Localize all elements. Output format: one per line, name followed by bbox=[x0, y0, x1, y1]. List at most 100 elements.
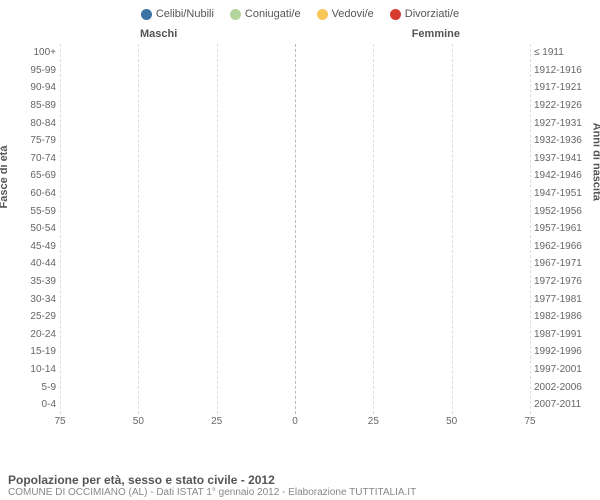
bars-container bbox=[60, 240, 530, 253]
x-tick: 50 bbox=[133, 416, 144, 427]
age-label: 35-39 bbox=[12, 276, 56, 287]
x-tick: 75 bbox=[524, 416, 535, 427]
bars-container bbox=[60, 328, 530, 341]
bars-container bbox=[60, 380, 530, 393]
age-label: 75-79 bbox=[12, 135, 56, 146]
birth-label: 1962-1966 bbox=[534, 241, 592, 252]
pyramid-row: 70-741937-1941 bbox=[60, 150, 530, 168]
birth-label: 1972-1976 bbox=[534, 276, 592, 287]
legend-item: Coniugati/e bbox=[230, 8, 301, 20]
birth-label: 1942-1946 bbox=[534, 170, 592, 181]
bars-container bbox=[60, 363, 530, 376]
footer-title: Popolazione per età, sesso e stato civil… bbox=[8, 473, 592, 487]
age-label: 40-44 bbox=[12, 258, 56, 269]
x-tick: 0 bbox=[292, 416, 298, 427]
header-female: Femmine bbox=[412, 28, 460, 40]
x-axis: 7550250255075 bbox=[60, 416, 530, 432]
legend: Celibi/Nubili Coniugati/e Vedovi/e Divorzia… bbox=[0, 0, 600, 24]
footer-subtitle: COMUNE DI OCCIMIANO (AL) - Dati ISTAT 1°… bbox=[8, 487, 592, 498]
x-tick: 75 bbox=[54, 416, 65, 427]
pyramid-row: 40-441967-1971 bbox=[60, 255, 530, 273]
bars-container bbox=[60, 116, 530, 129]
bars-container bbox=[60, 257, 530, 270]
age-label: 65-69 bbox=[12, 170, 56, 181]
pyramid-row: 60-641947-1951 bbox=[60, 185, 530, 203]
pyramid-row: 25-291982-1986 bbox=[60, 308, 530, 326]
legend-swatch bbox=[230, 9, 241, 20]
age-label: 15-19 bbox=[12, 346, 56, 357]
bars-container bbox=[60, 204, 530, 217]
age-label: 10-14 bbox=[12, 364, 56, 375]
x-tick: 50 bbox=[446, 416, 457, 427]
age-label: 60-64 bbox=[12, 188, 56, 199]
bars-container bbox=[60, 46, 530, 59]
birth-label: 1912-1916 bbox=[534, 65, 592, 76]
pyramid-row: 0-42007-2011 bbox=[60, 396, 530, 414]
pyramid-row: 80-841927-1931 bbox=[60, 114, 530, 132]
pyramid-row: 55-591952-1956 bbox=[60, 202, 530, 220]
grid-line bbox=[530, 44, 531, 414]
bars-container bbox=[60, 134, 530, 147]
bars-container bbox=[60, 187, 530, 200]
birth-label: 1957-1961 bbox=[534, 223, 592, 234]
age-label: 50-54 bbox=[12, 223, 56, 234]
chart-area: Maschi Femmine Fasce di età Anni di nasc… bbox=[0, 24, 600, 444]
bars-container bbox=[60, 99, 530, 112]
age-label: 55-59 bbox=[12, 206, 56, 217]
birth-label: 2007-2011 bbox=[534, 399, 592, 410]
birth-label: ≤ 1911 bbox=[534, 47, 592, 58]
bars-container bbox=[60, 292, 530, 305]
footer: Popolazione per età, sesso e stato civil… bbox=[8, 473, 592, 498]
birth-label: 1917-1921 bbox=[534, 82, 592, 93]
age-label: 95-99 bbox=[12, 65, 56, 76]
birth-label: 1987-1991 bbox=[534, 329, 592, 340]
birth-label: 1977-1981 bbox=[534, 294, 592, 305]
legend-label: Vedovi/e bbox=[332, 8, 374, 20]
bars-container bbox=[60, 152, 530, 165]
pyramid-row: 35-391972-1976 bbox=[60, 273, 530, 291]
age-label: 90-94 bbox=[12, 82, 56, 93]
age-label: 20-24 bbox=[12, 329, 56, 340]
pyramid-row: 75-791932-1936 bbox=[60, 132, 530, 150]
bars-container bbox=[60, 169, 530, 182]
legend-swatch bbox=[141, 9, 152, 20]
pyramid-row: 90-941917-1921 bbox=[60, 79, 530, 97]
pyramid-rows: 100+≤ 191195-991912-191690-941917-192185… bbox=[60, 44, 530, 414]
x-tick: 25 bbox=[211, 416, 222, 427]
pyramid-row: 45-491962-1966 bbox=[60, 238, 530, 256]
bars-container bbox=[60, 398, 530, 411]
pyramid-row: 65-691942-1946 bbox=[60, 167, 530, 185]
birth-label: 1982-1986 bbox=[534, 311, 592, 322]
bars-container bbox=[60, 222, 530, 235]
legend-item: Divorziati/e bbox=[390, 8, 459, 20]
age-label: 45-49 bbox=[12, 241, 56, 252]
age-label: 0-4 bbox=[12, 399, 56, 410]
legend-label: Coniugati/e bbox=[245, 8, 301, 20]
legend-item: Celibi/Nubili bbox=[141, 8, 214, 20]
legend-label: Divorziati/e bbox=[405, 8, 459, 20]
birth-label: 1927-1931 bbox=[534, 118, 592, 129]
birth-label: 1992-1996 bbox=[534, 346, 592, 357]
age-label: 100+ bbox=[12, 47, 56, 58]
legend-label: Celibi/Nubili bbox=[156, 8, 214, 20]
birth-label: 2002-2006 bbox=[534, 382, 592, 393]
bars-container bbox=[60, 81, 530, 94]
bars-container bbox=[60, 310, 530, 323]
legend-swatch bbox=[390, 9, 401, 20]
pyramid-row: 20-241987-1991 bbox=[60, 326, 530, 344]
bars-container bbox=[60, 64, 530, 77]
bars-container bbox=[60, 275, 530, 288]
x-tick: 25 bbox=[368, 416, 379, 427]
age-label: 70-74 bbox=[12, 153, 56, 164]
pyramid-row: 10-141997-2001 bbox=[60, 361, 530, 379]
birth-label: 1967-1971 bbox=[534, 258, 592, 269]
pyramid-row: 50-541957-1961 bbox=[60, 220, 530, 238]
legend-item: Vedovi/e bbox=[317, 8, 374, 20]
birth-label: 1947-1951 bbox=[534, 188, 592, 199]
age-label: 30-34 bbox=[12, 294, 56, 305]
birth-label: 1922-1926 bbox=[534, 100, 592, 111]
age-label: 25-29 bbox=[12, 311, 56, 322]
bars-container bbox=[60, 345, 530, 358]
age-label: 5-9 bbox=[12, 382, 56, 393]
header-male: Maschi bbox=[140, 28, 177, 40]
